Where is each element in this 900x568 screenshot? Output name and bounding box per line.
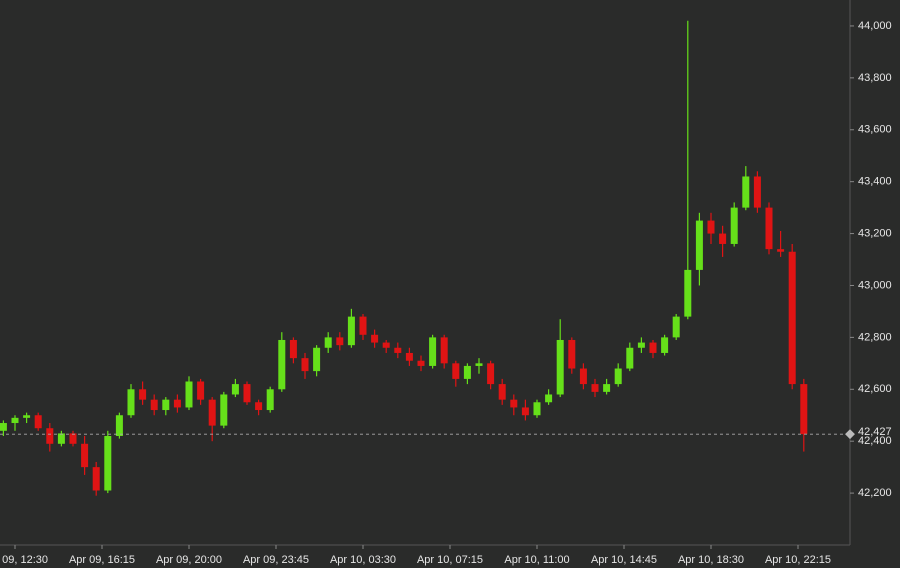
candle-body — [521, 407, 529, 416]
candle-body — [394, 347, 402, 353]
candle-body — [23, 415, 31, 418]
y-tick-label: 42,600 — [858, 383, 892, 395]
candle-body — [556, 339, 564, 395]
candle-body — [34, 415, 42, 429]
candle-body — [440, 337, 448, 364]
candle-body — [231, 384, 239, 395]
candle-body — [475, 363, 483, 366]
candle-body — [208, 399, 216, 426]
candle-body — [220, 394, 228, 426]
y-tick-label: 43,000 — [858, 279, 892, 291]
y-tick-label: 44,000 — [858, 20, 892, 32]
x-tick-label: Apr 10, 07:15 — [417, 554, 483, 566]
candle-body — [545, 394, 553, 403]
candle-body — [359, 316, 367, 335]
candle-body — [162, 399, 170, 411]
candle-body — [765, 207, 773, 250]
candle-body — [336, 337, 344, 346]
candle-body — [695, 220, 703, 270]
x-tick-label: Apr 10, 11:00 — [504, 554, 569, 566]
candle-body — [719, 233, 727, 244]
candle-body — [487, 363, 495, 385]
candle-body — [197, 381, 205, 400]
candle-body — [637, 342, 645, 348]
last-price-marker — [845, 429, 855, 440]
candle-body — [81, 443, 89, 468]
candle-body — [649, 342, 657, 353]
candle-body — [614, 368, 622, 385]
candle-body — [568, 339, 576, 369]
candle-body — [730, 207, 738, 244]
candle-body — [57, 433, 65, 444]
x-tick-label: Apr 10, 22:15 — [765, 554, 831, 566]
candle-body — [371, 334, 379, 343]
x-tick-label: Apr 09, 12:30 — [0, 554, 48, 566]
candle-body — [324, 337, 332, 348]
candle-body — [278, 339, 286, 390]
last-price-label: 42,427 — [858, 426, 892, 438]
candle-body — [788, 251, 796, 385]
x-tick-label: Apr 10, 14:45 — [591, 554, 657, 566]
candle-body — [185, 381, 193, 408]
candle-body — [255, 402, 263, 411]
candle-body — [533, 402, 541, 416]
candle-body — [313, 347, 321, 372]
x-tick-label: Apr 10, 18:30 — [678, 554, 744, 566]
candle-body — [405, 352, 413, 361]
candle-body — [753, 176, 761, 208]
candle-body — [707, 220, 715, 234]
candle-body — [266, 389, 274, 411]
y-tick-label: 43,600 — [858, 124, 892, 136]
candle-body — [742, 176, 750, 208]
y-tick-label: 43,200 — [858, 227, 892, 239]
candle-body — [579, 368, 587, 385]
x-tick-label: Apr 09, 23:45 — [243, 554, 309, 566]
candle-body — [92, 467, 100, 491]
candle-body — [429, 337, 437, 366]
candle-body — [243, 384, 251, 403]
candle-body — [289, 339, 297, 359]
candle-body — [510, 399, 518, 408]
candle-body — [498, 384, 506, 400]
candle-body — [139, 389, 147, 400]
candle-body — [46, 428, 54, 444]
candle-body — [115, 415, 123, 436]
candle-body — [69, 433, 77, 444]
x-tick-label: Apr 09, 20:00 — [156, 554, 222, 566]
candle-body — [150, 399, 158, 411]
candle-body — [452, 363, 460, 379]
candle-body — [626, 347, 634, 369]
y-tick-label: 42,800 — [858, 331, 892, 343]
candle-body — [672, 316, 680, 338]
candle-body — [591, 384, 599, 392]
y-tick-label: 42,400 — [858, 435, 892, 447]
y-tick-label: 43,800 — [858, 72, 892, 84]
candle-body — [173, 399, 181, 408]
candle-body — [347, 316, 355, 346]
candle-body — [104, 436, 112, 491]
candle-body — [382, 342, 390, 348]
candle-body — [603, 384, 611, 392]
candle-body — [777, 249, 785, 252]
y-tick-label: 43,400 — [858, 176, 892, 188]
candle-body — [417, 360, 425, 366]
candle-body — [684, 269, 692, 317]
candle-body — [463, 365, 471, 379]
candle-body — [0, 423, 7, 431]
candle-body — [661, 337, 669, 353]
x-tick-label: Apr 09, 16:15 — [69, 554, 135, 566]
x-tick-label: Apr 10, 03:30 — [330, 554, 396, 566]
y-tick-label: 42,200 — [858, 487, 892, 499]
candle-body — [301, 358, 309, 372]
candle-body — [127, 389, 135, 416]
candle-body — [11, 417, 19, 424]
candle-body — [800, 384, 808, 435]
